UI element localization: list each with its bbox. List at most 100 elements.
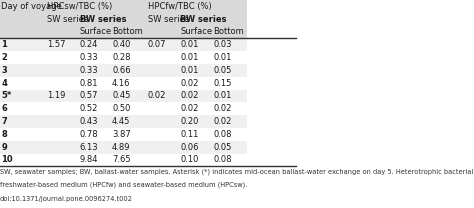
Text: Bottom: Bottom [213, 27, 244, 36]
FancyBboxPatch shape [146, 64, 179, 77]
Text: 0.15: 0.15 [213, 79, 232, 88]
Text: 0.33: 0.33 [80, 66, 98, 75]
FancyBboxPatch shape [146, 141, 179, 154]
FancyBboxPatch shape [78, 38, 111, 51]
Text: 3: 3 [1, 66, 7, 75]
FancyBboxPatch shape [46, 102, 78, 115]
FancyBboxPatch shape [46, 51, 78, 64]
FancyBboxPatch shape [0, 102, 46, 115]
FancyBboxPatch shape [179, 115, 212, 128]
FancyBboxPatch shape [46, 90, 78, 102]
Text: 0.01: 0.01 [180, 66, 199, 75]
Text: 0.28: 0.28 [112, 53, 130, 62]
Text: 0.40: 0.40 [112, 40, 130, 49]
Text: 4.45: 4.45 [112, 117, 130, 126]
Text: 0.01: 0.01 [213, 53, 232, 62]
Text: 0.02: 0.02 [147, 92, 166, 100]
Text: 0.02: 0.02 [213, 117, 232, 126]
FancyBboxPatch shape [212, 115, 247, 128]
Text: 0.78: 0.78 [80, 130, 98, 139]
Text: 5*: 5* [1, 92, 11, 100]
FancyBboxPatch shape [0, 90, 46, 102]
FancyBboxPatch shape [179, 154, 212, 166]
FancyBboxPatch shape [78, 51, 111, 64]
FancyBboxPatch shape [78, 102, 111, 115]
Text: Surface: Surface [180, 27, 212, 36]
FancyBboxPatch shape [111, 38, 146, 51]
Text: 8: 8 [1, 130, 7, 139]
Text: 0.03: 0.03 [213, 40, 232, 49]
Text: 3.87: 3.87 [112, 130, 131, 139]
Text: 4: 4 [1, 79, 7, 88]
Text: 0.02: 0.02 [180, 92, 199, 100]
Text: 9: 9 [1, 143, 7, 152]
FancyBboxPatch shape [46, 141, 78, 154]
FancyBboxPatch shape [111, 102, 146, 115]
Text: 0.02: 0.02 [213, 104, 232, 113]
FancyBboxPatch shape [179, 102, 212, 115]
FancyBboxPatch shape [46, 38, 78, 51]
FancyBboxPatch shape [179, 51, 212, 64]
Text: 0.02: 0.02 [180, 79, 199, 88]
FancyBboxPatch shape [212, 77, 247, 90]
FancyBboxPatch shape [78, 141, 111, 154]
FancyBboxPatch shape [0, 154, 46, 166]
FancyBboxPatch shape [78, 26, 111, 38]
FancyBboxPatch shape [111, 51, 146, 64]
Text: 0.01: 0.01 [180, 40, 199, 49]
Text: 1.57: 1.57 [47, 40, 65, 49]
FancyBboxPatch shape [0, 115, 46, 128]
FancyBboxPatch shape [179, 128, 212, 141]
Text: 0.07: 0.07 [147, 40, 166, 49]
FancyBboxPatch shape [111, 154, 146, 166]
Text: HPCfw/TBC (%): HPCfw/TBC (%) [147, 2, 211, 11]
FancyBboxPatch shape [179, 13, 247, 26]
FancyBboxPatch shape [111, 90, 146, 102]
FancyBboxPatch shape [146, 154, 179, 166]
FancyBboxPatch shape [46, 128, 78, 141]
FancyBboxPatch shape [0, 77, 46, 90]
Text: SW series: SW series [47, 15, 88, 24]
Text: 0.20: 0.20 [180, 117, 199, 126]
Text: 4.16: 4.16 [112, 79, 130, 88]
FancyBboxPatch shape [0, 128, 46, 141]
FancyBboxPatch shape [111, 115, 146, 128]
Text: 0.43: 0.43 [80, 117, 98, 126]
Text: 6: 6 [1, 104, 7, 113]
FancyBboxPatch shape [146, 51, 179, 64]
FancyBboxPatch shape [146, 13, 179, 26]
FancyBboxPatch shape [0, 38, 46, 51]
Text: 7: 7 [1, 117, 7, 126]
FancyBboxPatch shape [46, 0, 146, 13]
Text: 7.65: 7.65 [112, 156, 131, 165]
Text: BW series: BW series [80, 15, 126, 24]
FancyBboxPatch shape [146, 77, 179, 90]
FancyBboxPatch shape [111, 64, 146, 77]
Text: 9.84: 9.84 [80, 156, 98, 165]
FancyBboxPatch shape [146, 115, 179, 128]
Text: 0.66: 0.66 [112, 66, 131, 75]
Text: 0.01: 0.01 [213, 92, 232, 100]
Text: 4.89: 4.89 [112, 143, 130, 152]
FancyBboxPatch shape [146, 128, 179, 141]
FancyBboxPatch shape [111, 77, 146, 90]
Text: SW series: SW series [147, 15, 189, 24]
Text: 1.19: 1.19 [47, 92, 65, 100]
Text: 0.05: 0.05 [213, 66, 232, 75]
Text: 0.33: 0.33 [80, 53, 98, 62]
FancyBboxPatch shape [212, 38, 247, 51]
Text: Day of voyage: Day of voyage [1, 2, 62, 11]
FancyBboxPatch shape [46, 64, 78, 77]
FancyBboxPatch shape [179, 77, 212, 90]
FancyBboxPatch shape [0, 141, 46, 154]
Text: 0.57: 0.57 [80, 92, 98, 100]
Text: Bottom: Bottom [112, 27, 143, 36]
FancyBboxPatch shape [179, 26, 212, 38]
FancyBboxPatch shape [111, 141, 146, 154]
FancyBboxPatch shape [46, 13, 78, 26]
Text: 0.06: 0.06 [180, 143, 199, 152]
Text: freshwater-based medium (HPCfw) and seawater-based medium (HPCsw).: freshwater-based medium (HPCfw) and seaw… [0, 182, 247, 188]
FancyBboxPatch shape [46, 154, 78, 166]
FancyBboxPatch shape [46, 77, 78, 90]
FancyBboxPatch shape [78, 154, 111, 166]
